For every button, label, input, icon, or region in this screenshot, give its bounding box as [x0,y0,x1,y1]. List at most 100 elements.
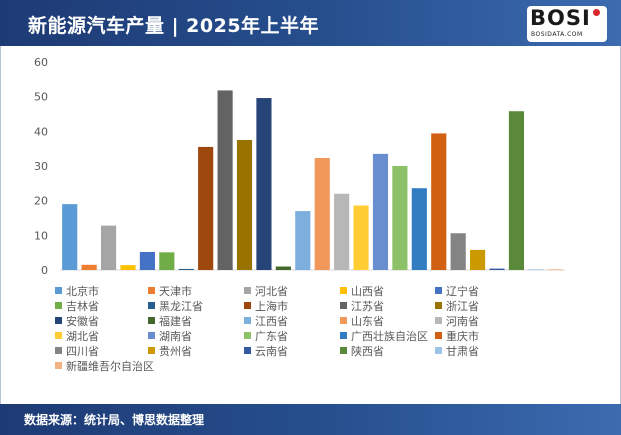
legend-swatch [148,302,155,309]
y-tick-label: 0 [41,264,48,277]
bar-13 [295,211,311,270]
legend-label: 北京市 [66,285,99,298]
bar-6 [159,252,175,270]
legend-item: 北京市 [55,283,99,298]
bar-25 [528,269,544,271]
legend-label: 江西省 [255,315,288,328]
legend-label: 福建省 [159,315,192,328]
bar-20 [431,133,447,270]
bar-7 [178,268,194,270]
bar-12 [275,266,291,270]
legend-label: 云南省 [255,345,288,358]
legend-swatch [340,317,347,324]
bar-2 [81,264,97,270]
logo-dot-icon [593,9,600,16]
bosi-logo: BOSI BOSIDATA.COM [527,6,607,42]
legend-swatch [435,317,442,324]
legend-item: 山西省 [340,283,384,298]
y-tick-label: 50 [34,91,48,104]
legend-item: 湖南省 [148,328,192,343]
legend-swatch [148,347,155,354]
legend-item: 广东省 [244,328,288,343]
legend-label: 新疆维吾尔自治区 [66,360,154,373]
legend-item: 云南省 [244,343,288,358]
legend-item: 浙江省 [435,298,479,313]
bar-17 [372,153,389,270]
legend-swatch [244,302,251,309]
legend-swatch [435,287,442,294]
legend-swatch [435,347,442,354]
legend-label: 山西省 [351,285,384,298]
page-title: 新能源汽车产量 | 2025年上半年 [28,15,320,37]
legend-item: 黑龙江省 [148,298,203,313]
legend-label: 广西壮族自治区 [351,330,428,343]
legend-item: 辽宁省 [435,283,479,298]
bar-14 [314,158,330,270]
legend-swatch [244,332,251,339]
bar-26 [547,269,563,271]
legend-item: 上海市 [244,298,288,313]
bar-9 [217,90,233,271]
legend-label: 河北省 [255,285,288,298]
legend-item: 山东省 [340,313,384,328]
legend-item: 江西省 [244,313,288,328]
y-tick-label: 30 [34,160,48,173]
bar-1 [62,204,78,270]
legend-label: 天津市 [159,285,192,298]
legend-label: 湖南省 [159,330,192,343]
legend-swatch [244,287,251,294]
bar-16 [353,205,369,270]
logo-text: BOSI [530,6,591,30]
legend-swatch [55,287,62,294]
bar-18 [392,166,408,270]
legend-item: 新疆维吾尔自治区 [55,358,154,373]
legend-item: 陕西省 [340,343,384,358]
legend-label: 安徽省 [66,315,99,328]
legend-swatch [55,317,62,324]
legend-item: 贵州省 [148,343,192,358]
logo-subtext: BOSIDATA.COM [531,31,583,38]
legend-label: 湖北省 [66,330,99,343]
legend-label: 黑龙江省 [159,300,203,313]
legend-swatch [55,302,62,309]
legend-item: 重庆市 [435,328,479,343]
legend-swatch [55,347,62,354]
bar-10 [236,140,253,270]
legend-item: 安徽省 [55,313,99,328]
legend-item: 河南省 [435,313,479,328]
legend-label: 河南省 [446,315,479,328]
legend-swatch [55,362,62,369]
bar-5 [139,251,155,270]
bar-8 [198,146,214,270]
bar-15 [334,193,350,270]
legend-label: 广东省 [255,330,288,343]
legend-label: 上海市 [255,300,288,313]
legend-swatch [148,332,155,339]
bar-4 [120,265,136,270]
header-banner: 新能源汽车产量 | 2025年上半年 BOSI BOSIDATA.COM [0,0,621,46]
legend-item: 吉林省 [55,298,99,313]
y-tick-label: 20 [34,195,48,208]
legend-swatch [340,287,347,294]
legend-swatch [148,287,155,294]
y-tick-label: 60 [34,56,48,69]
legend-label: 浙江省 [446,300,479,313]
legend-label: 辽宁省 [446,285,479,298]
legend-label: 吉林省 [66,300,99,313]
data-source: 数据来源：统计局、博思数据整理 [24,413,205,427]
legend-item: 河北省 [244,283,288,298]
legend-item: 福建省 [148,313,192,328]
legend-swatch [244,317,251,324]
bar-chart: 0 10 20 30 40 50 60 [34,56,565,277]
legend-label: 陕西省 [351,345,384,358]
bar-23 [489,268,505,270]
legend-swatch [340,347,347,354]
y-tick-label: 40 [34,125,48,138]
legend-label: 贵州省 [159,345,192,358]
legend-label: 江苏省 [351,300,384,313]
legend-swatch [55,332,62,339]
legend-item: 江苏省 [340,298,384,313]
bar-21 [450,233,466,270]
legend-label: 甘肃省 [446,345,479,358]
legend-swatch [435,332,442,339]
